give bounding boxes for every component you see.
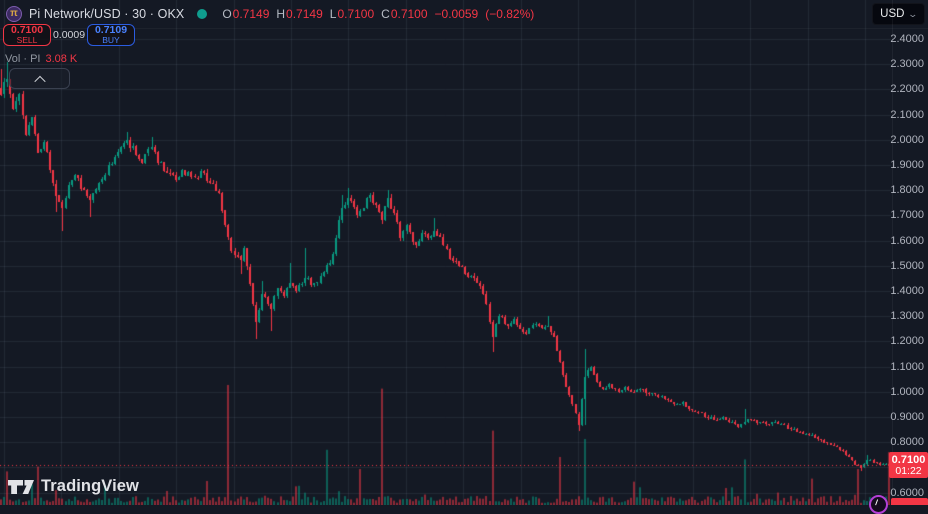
tradingview-logo-text: TradingView <box>41 477 139 495</box>
change-value: −0.0059 <box>434 7 479 21</box>
price-axis-label: 1.4000 <box>890 285 924 297</box>
price-axis-label: 1.8000 <box>890 184 924 197</box>
sell-price: 0.7100 <box>10 24 44 36</box>
volume-value: 3.08 K <box>45 53 78 65</box>
expand-pane-button[interactable] <box>9 68 70 89</box>
symbol-title[interactable]: Pi Network/USD · 30 · OKX <box>29 7 185 21</box>
low-value: 0.7100 <box>337 7 375 21</box>
close-value: 0.7100 <box>390 7 428 21</box>
price-axis-label: 1.9000 <box>890 159 924 171</box>
tradingview-attribution[interactable]: TradingView <box>8 477 139 496</box>
chevron-down-icon: ⌄ <box>907 8 919 19</box>
chart-top-toolbar: π Pi Network/USD · 30 · OKX O 0.7149 H 0.7… <box>0 0 928 29</box>
buy-label: BUY <box>102 35 120 45</box>
currency-dropdown[interactable]: USD ⌄ <box>872 3 925 25</box>
open-label: O <box>222 7 232 21</box>
axis-separator <box>892 0 893 505</box>
bar-countdown: 01:22 <box>895 464 922 477</box>
price-axis-label: 0.8000 <box>890 436 924 449</box>
currency-dropdown-label: USD <box>880 8 905 20</box>
volume-label: Vol · PI <box>5 53 41 65</box>
price-axis-label: 1.3000 <box>890 310 924 323</box>
high-value: 0.7149 <box>286 7 323 21</box>
tradingview-logo-icon <box>8 479 34 494</box>
price-axis-label: 1.5000 <box>890 259 924 272</box>
price-axis-label: 2.4000 <box>890 33 924 45</box>
high-label: H <box>276 7 286 21</box>
sell-label: SELL <box>16 35 38 45</box>
price-axis-label: 0.9000 <box>890 411 924 423</box>
open-value: 0.7149 <box>232 7 270 21</box>
price-axis-label: 1.1000 <box>890 360 924 373</box>
clipped-axis-tag <box>891 498 928 505</box>
price-scale[interactable]: 2.4000 2.3000 2.2000 2.1000 2.0000 1.9000 1.80… <box>890 0 928 505</box>
ohlc-readout: O 0.7149 H 0.7149 L 0.7100 C 0.7100 −0.0059 … <box>222 7 534 21</box>
current-price-value: 0.7100 <box>891 453 926 466</box>
price-axis-label: 0.6000 <box>890 486 924 499</box>
buy-price: 0.7109 <box>94 24 128 36</box>
low-label: L <box>329 7 337 21</box>
price-axis-label: 1.6000 <box>890 234 924 247</box>
price-axis-label: 1.7000 <box>890 209 924 222</box>
pi-coin-icon: π <box>6 6 22 22</box>
close-label: C <box>381 7 390 21</box>
market-status-dot-icon <box>197 9 208 19</box>
price-axis-label: 2.3000 <box>890 58 924 71</box>
price-axis-label: 1.0000 <box>890 385 924 398</box>
change-percent: (−0.82%) <box>485 7 535 21</box>
price-axis-label: 2.2000 <box>890 83 924 96</box>
price-axis-label: 1.2000 <box>890 335 924 348</box>
sell-button[interactable]: 0.7100 SELL <box>3 24 51 46</box>
buy-button[interactable]: 0.7109 BUY <box>87 24 135 46</box>
spread-value: 0.0009 <box>52 29 86 41</box>
chevron-up-icon <box>33 75 46 88</box>
price-axis-label: 2.0000 <box>890 133 924 146</box>
volume-legend: Vol · PI 3.08 K <box>5 53 77 65</box>
trade-panel: 0.7100 SELL 0.0009 0.7109 BUY <box>3 24 135 46</box>
price-axis-label: 2.1000 <box>890 108 924 121</box>
current-price-tag: 0.7100 01:22 <box>889 452 928 478</box>
